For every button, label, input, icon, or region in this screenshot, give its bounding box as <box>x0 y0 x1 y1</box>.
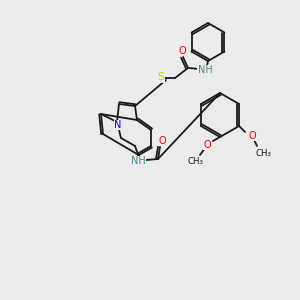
Text: O: O <box>248 131 256 141</box>
Text: N: N <box>114 120 122 130</box>
Text: O: O <box>158 136 166 146</box>
Text: CH₃: CH₃ <box>255 148 271 158</box>
Text: NH: NH <box>130 156 146 166</box>
Text: CH₃: CH₃ <box>188 158 204 166</box>
Text: S: S <box>158 72 165 82</box>
Text: NH: NH <box>198 65 212 75</box>
Text: O: O <box>203 140 211 150</box>
Text: O: O <box>178 46 186 56</box>
